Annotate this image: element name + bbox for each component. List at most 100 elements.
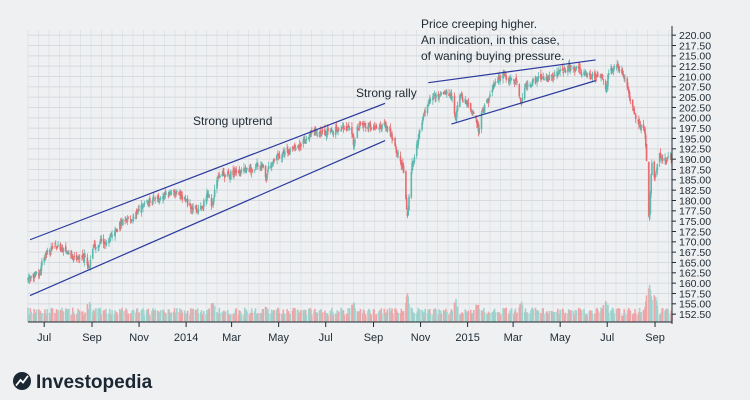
- candle-body: [124, 219, 126, 221]
- candle-body: [545, 77, 548, 81]
- candle-body: [207, 193, 210, 196]
- candle-body: [615, 66, 618, 68]
- trendline-1: [29, 140, 386, 297]
- candle-body: [329, 131, 332, 133]
- candle-body: [321, 130, 323, 133]
- candle-body: [34, 272, 37, 274]
- candle-body: [223, 172, 225, 176]
- candle-body: [395, 147, 397, 149]
- candle-body: [62, 247, 65, 252]
- y-tick-label: 165.00: [679, 257, 711, 269]
- candle-body: [422, 113, 425, 118]
- candle-body: [66, 250, 69, 253]
- annotation-creeping-line-3: of waning buying pressure.: [421, 49, 564, 63]
- candle-body: [378, 124, 381, 130]
- candle-body: [256, 162, 258, 166]
- candle-body: [665, 159, 667, 162]
- candle-body: [51, 246, 54, 248]
- candle-body: [270, 162, 273, 168]
- volume-bar: [456, 306, 459, 322]
- candle-body: [108, 238, 110, 244]
- volume-bar: [489, 313, 491, 322]
- candle-body: [537, 79, 539, 82]
- y-tick-label: 182.50: [679, 185, 711, 197]
- candle-body: [257, 164, 259, 167]
- volume-bar: [338, 311, 340, 322]
- volume-bar: [27, 307, 29, 322]
- candle-body: [599, 76, 602, 78]
- candle-body: [27, 278, 29, 281]
- candle-body: [402, 165, 405, 174]
- candle-body: [111, 234, 113, 238]
- volume-bar: [564, 312, 567, 322]
- volume-bar: [105, 314, 108, 322]
- candle-body: [29, 277, 32, 280]
- candle-body: [584, 73, 587, 75]
- candle-body: [605, 86, 608, 92]
- volume-bar: [284, 313, 286, 322]
- candle-body: [465, 100, 467, 104]
- candle-body: [81, 256, 83, 258]
- candle-body: [95, 246, 97, 249]
- candle-body: [611, 68, 613, 71]
- volume-bar: [213, 305, 216, 322]
- candle-body: [629, 99, 632, 101]
- candle-body: [424, 111, 426, 113]
- candle-body: [471, 111, 474, 113]
- candle-body: [304, 140, 307, 142]
- y-tick-label: 202.50: [679, 102, 711, 114]
- candle-body: [136, 212, 139, 214]
- candle-body: [276, 155, 278, 160]
- candle-body: [628, 89, 630, 94]
- candle-body: [158, 198, 160, 204]
- candle-body: [453, 95, 456, 115]
- candle-body: [219, 176, 221, 177]
- candle-body: [627, 86, 629, 88]
- candle-body: [561, 68, 564, 71]
- candle-body: [563, 68, 566, 70]
- candle-body: [316, 134, 319, 136]
- candle-body: [157, 195, 160, 202]
- candle-body: [606, 84, 609, 89]
- candle-body: [375, 125, 377, 128]
- candle-body: [77, 257, 79, 261]
- candle-body: [364, 123, 366, 126]
- candle-body: [340, 130, 342, 132]
- volume-bar: [418, 309, 421, 322]
- candle-body: [542, 75, 544, 79]
- candle-body: [383, 123, 386, 125]
- y-tick-label: 177.50: [679, 206, 711, 218]
- candle-body: [448, 93, 450, 97]
- candle-body: [552, 76, 555, 78]
- candle-body: [617, 65, 620, 70]
- candle-body: [213, 189, 216, 197]
- logo-chart-icon: [15, 375, 29, 386]
- candle-body: [348, 127, 351, 130]
- candle-body: [267, 170, 269, 173]
- candle-body: [343, 127, 346, 129]
- candle-body: [115, 231, 118, 233]
- x-tick-label: Sep: [364, 332, 384, 344]
- candle-body: [445, 90, 448, 94]
- candle-body: [386, 127, 389, 131]
- candle-body: [584, 71, 586, 73]
- candle-body: [650, 174, 652, 194]
- candle-body: [418, 130, 421, 134]
- candle-body: [310, 132, 312, 137]
- candle-body: [105, 242, 108, 244]
- candle-body: [320, 134, 322, 136]
- candle-body: [108, 239, 111, 241]
- candle-body: [505, 75, 507, 80]
- volume-bar: [602, 305, 605, 322]
- candle-body: [583, 71, 585, 75]
- candle-body: [472, 112, 475, 114]
- volume-bar: [116, 314, 119, 322]
- candle-body: [466, 103, 468, 106]
- volume-bar: [526, 313, 529, 322]
- candle-body: [186, 199, 189, 206]
- candle-body: [88, 266, 91, 268]
- candle-body: [407, 210, 410, 216]
- candle-body: [402, 162, 404, 168]
- candle-body: [132, 219, 134, 220]
